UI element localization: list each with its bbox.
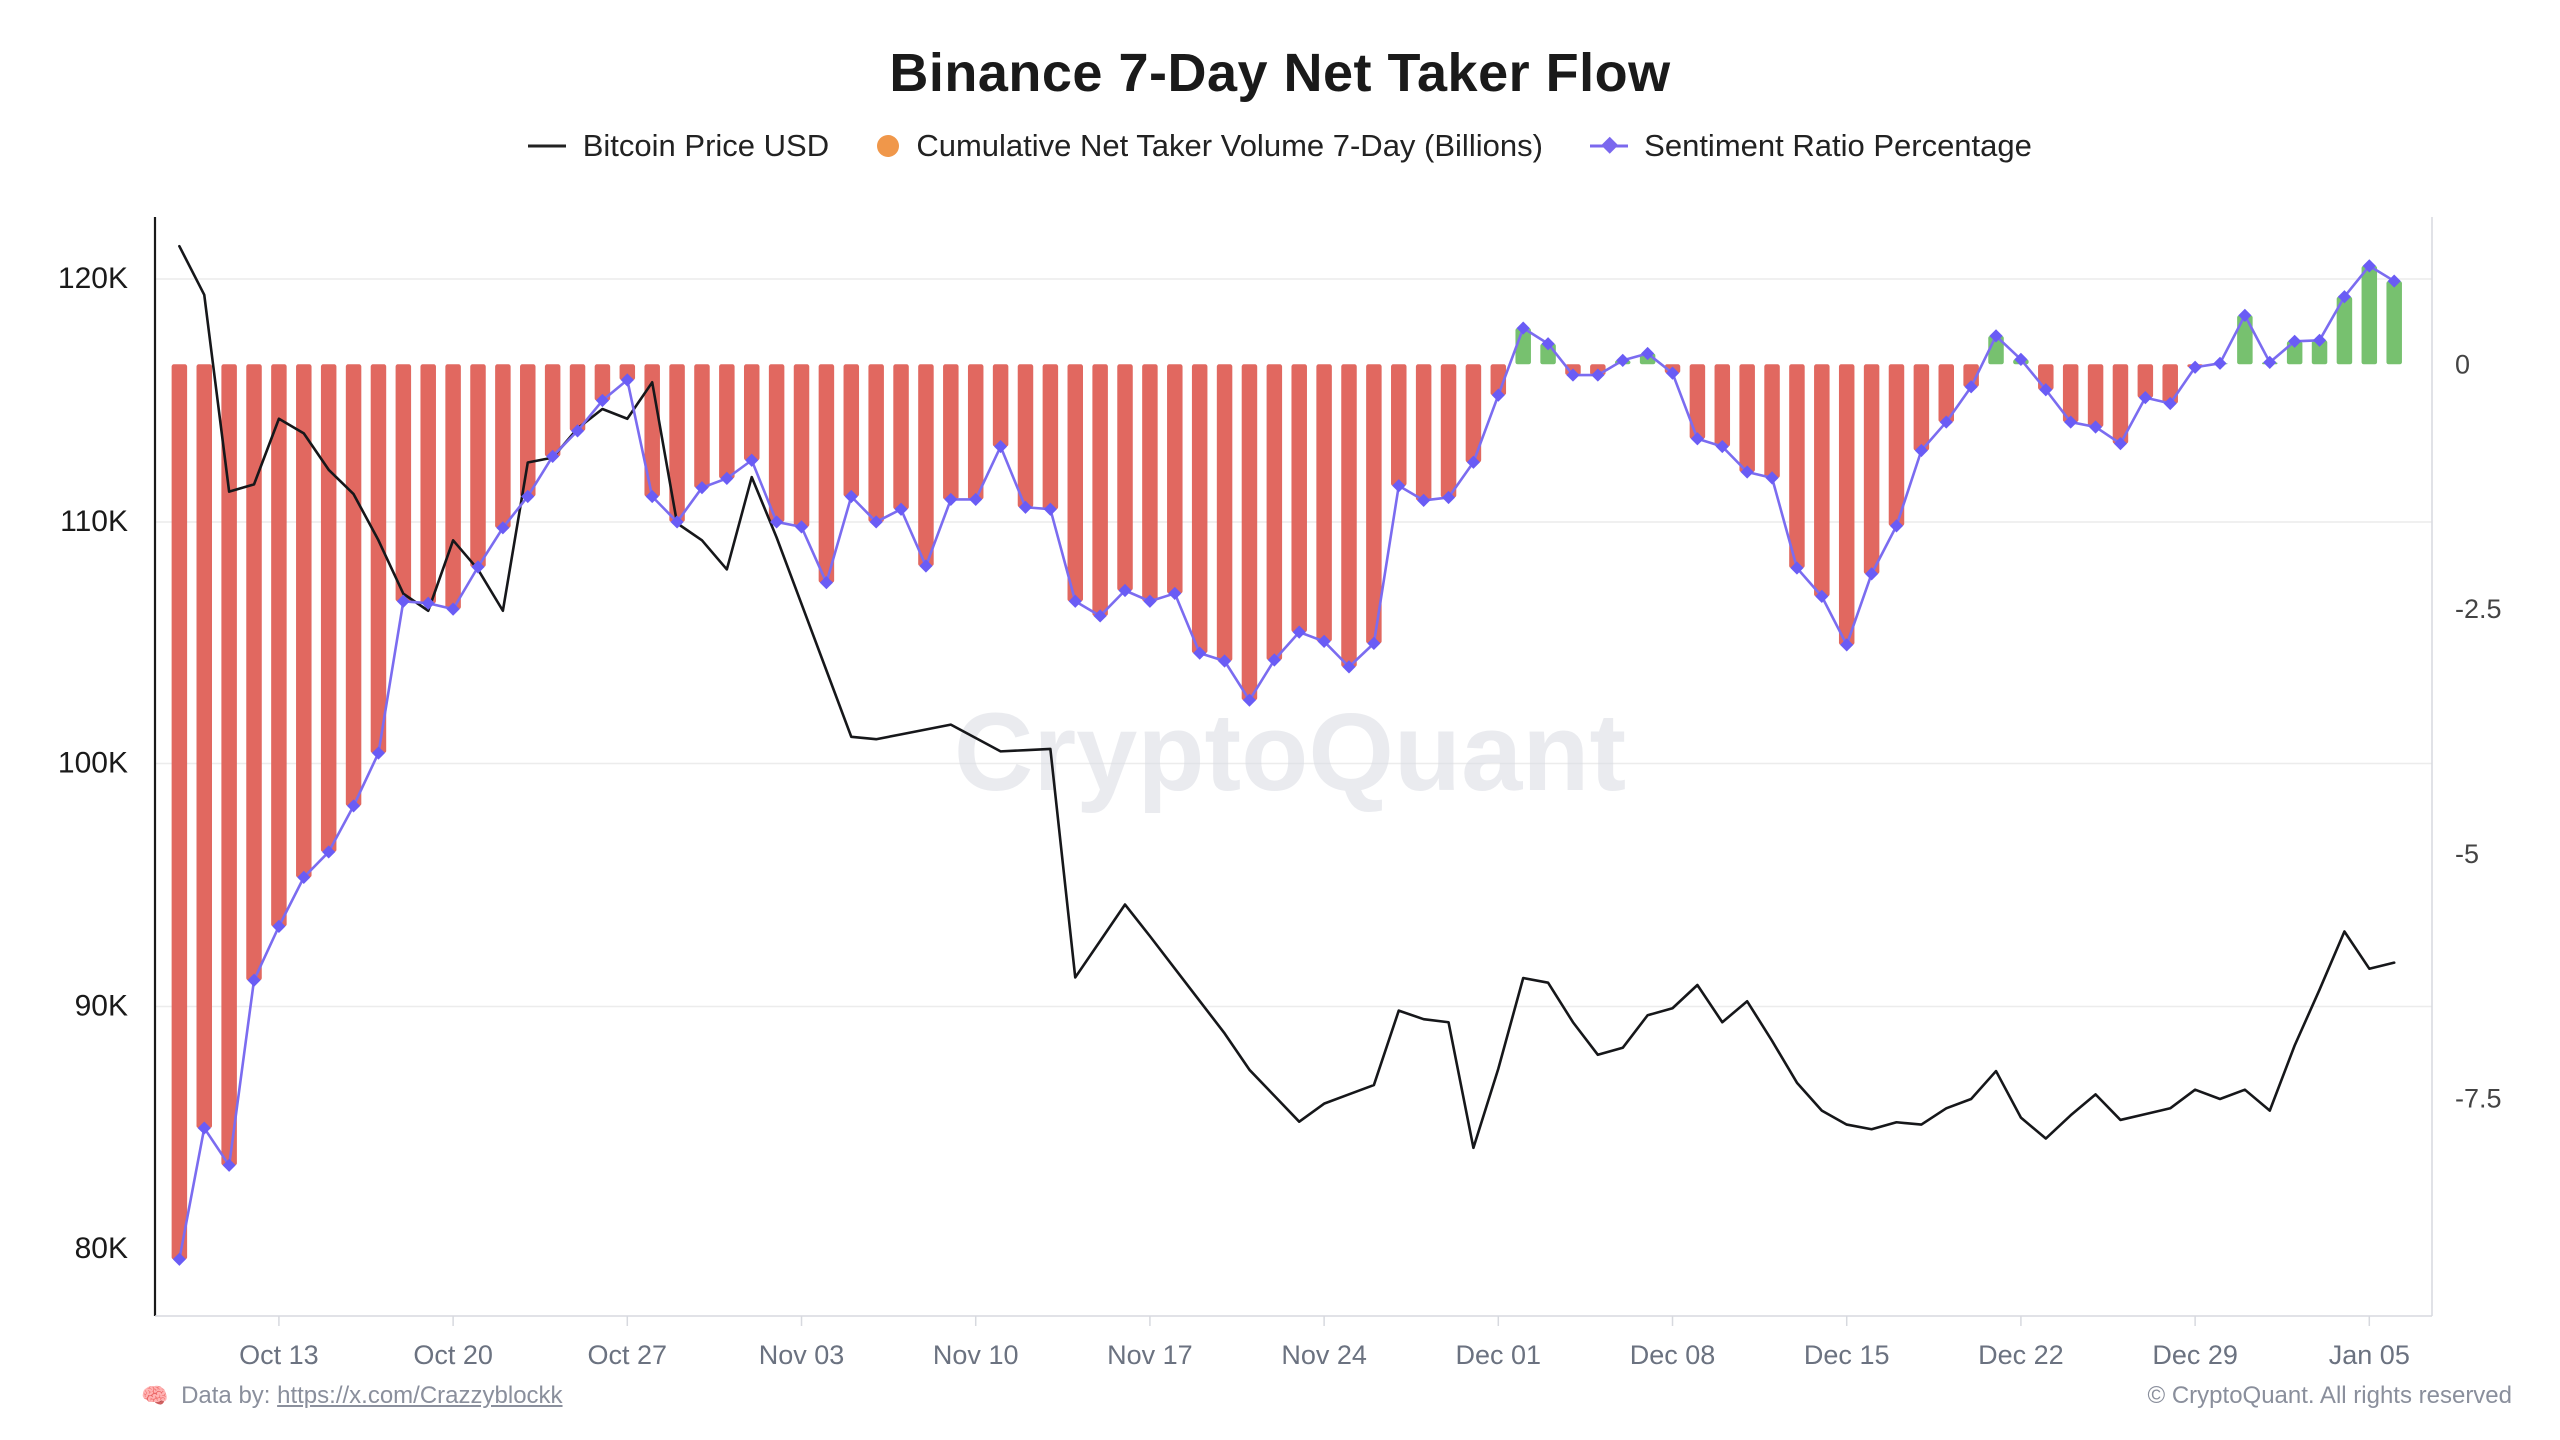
svg-text:Nov 03: Nov 03 (759, 1340, 845, 1370)
svg-text:90K: 90K (75, 990, 128, 1023)
svg-text:Dec 29: Dec 29 (2152, 1340, 2238, 1370)
svg-text:Jan 05: Jan 05 (2329, 1340, 2410, 1370)
svg-text:-5: -5 (2455, 839, 2479, 869)
svg-text:110K: 110K (60, 505, 128, 538)
svg-text:Dec 08: Dec 08 (1630, 1340, 1716, 1370)
svg-text:Oct 13: Oct 13 (239, 1340, 319, 1370)
svg-text:-7.5: -7.5 (2455, 1084, 2502, 1114)
svg-text:80K: 80K (75, 1232, 128, 1265)
svg-text:120K: 120K (58, 262, 128, 295)
svg-text:100K: 100K (58, 747, 128, 780)
svg-text:Nov 17: Nov 17 (1107, 1340, 1193, 1370)
svg-text:Nov 24: Nov 24 (1281, 1340, 1367, 1370)
svg-text:Oct 20: Oct 20 (413, 1340, 493, 1370)
svg-text:-2.5: -2.5 (2455, 594, 2502, 624)
svg-text:Dec 15: Dec 15 (1804, 1340, 1890, 1370)
svg-text:Nov 10: Nov 10 (933, 1340, 1019, 1370)
svg-text:Dec 01: Dec 01 (1456, 1340, 1542, 1370)
svg-text:Dec 22: Dec 22 (1978, 1340, 2064, 1370)
svg-text:0: 0 (2455, 349, 2470, 379)
svg-text:Oct 27: Oct 27 (588, 1340, 668, 1370)
